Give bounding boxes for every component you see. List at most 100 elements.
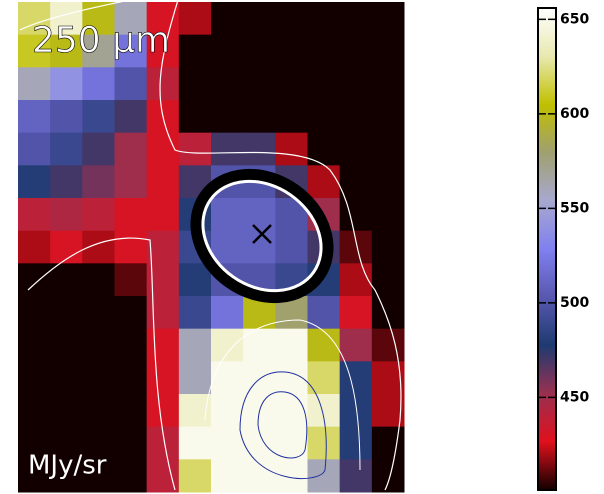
cell <box>114 361 148 395</box>
cell <box>114 263 148 297</box>
cell <box>371 165 405 199</box>
cell <box>371 394 405 428</box>
cell <box>114 2 148 36</box>
cell <box>275 34 308 68</box>
cell <box>339 198 373 232</box>
cell <box>307 361 341 395</box>
overlay <box>19 0 402 491</box>
colorbar-tick-label: 450 <box>560 389 589 405</box>
cell <box>371 2 405 36</box>
cell <box>371 296 405 330</box>
cell <box>307 165 341 199</box>
cell <box>18 198 51 232</box>
cell <box>146 394 180 428</box>
cell <box>307 100 341 134</box>
cell <box>146 132 180 166</box>
cell <box>178 328 212 362</box>
title: 250 μm <box>32 20 170 61</box>
cell <box>146 34 180 68</box>
cell <box>371 230 405 264</box>
cell <box>243 132 276 166</box>
cell <box>146 165 180 199</box>
cell <box>82 459 115 493</box>
cell <box>114 328 148 362</box>
cell <box>18 2 51 36</box>
cell <box>178 263 212 297</box>
cell <box>82 165 115 199</box>
colorbar-tick-label: 600 <box>560 106 589 122</box>
cell <box>339 394 373 428</box>
cell <box>243 67 276 101</box>
cell <box>211 426 244 460</box>
cell <box>339 230 373 264</box>
cell <box>114 230 148 264</box>
cell <box>275 459 308 493</box>
cell <box>371 263 405 297</box>
cell <box>371 132 405 166</box>
cell <box>211 34 244 68</box>
cell <box>146 2 180 36</box>
cell <box>18 296 51 330</box>
cell <box>50 296 83 330</box>
cell <box>18 132 51 166</box>
cell <box>211 2 244 36</box>
contour <box>159 0 402 491</box>
cell <box>82 100 115 134</box>
cell <box>18 100 51 134</box>
cell <box>339 132 373 166</box>
cell <box>114 100 148 134</box>
cell <box>82 67 115 101</box>
colorbar-tick-label: 650 <box>560 11 589 27</box>
cell <box>114 296 148 330</box>
cell <box>275 394 308 428</box>
cell <box>243 100 276 134</box>
cell <box>339 100 373 134</box>
cell <box>18 230 51 264</box>
cell <box>307 2 341 36</box>
cell <box>307 132 341 166</box>
cell <box>307 296 341 330</box>
cell <box>211 132 244 166</box>
cell <box>243 2 276 36</box>
cell <box>114 67 148 101</box>
cell <box>18 263 51 297</box>
cell <box>146 361 180 395</box>
center-cross <box>252 224 272 244</box>
cell <box>50 230 83 264</box>
cell <box>339 361 373 395</box>
cell <box>243 328 276 362</box>
cell <box>82 426 115 460</box>
cell <box>50 2 83 36</box>
cell <box>371 459 405 493</box>
cell <box>178 361 212 395</box>
cell <box>275 328 308 362</box>
cell <box>18 165 51 199</box>
cell <box>275 132 308 166</box>
cell <box>307 34 341 68</box>
colorbar-tick-label: 500 <box>560 295 589 311</box>
cell <box>82 2 115 36</box>
cell <box>339 2 373 36</box>
cell <box>146 198 180 232</box>
contour <box>204 319 361 471</box>
cell <box>178 34 212 68</box>
cell <box>307 67 341 101</box>
cell <box>275 2 308 36</box>
cell <box>339 426 373 460</box>
cell <box>82 296 115 330</box>
unit-label: MJy/sr <box>28 451 107 481</box>
cell <box>50 132 83 166</box>
cell <box>339 34 373 68</box>
cell <box>50 263 83 297</box>
cell <box>50 328 83 362</box>
cell <box>18 361 51 395</box>
cell <box>275 230 308 264</box>
cell <box>178 2 212 36</box>
cell <box>50 198 83 232</box>
cell <box>146 67 180 101</box>
cell <box>371 198 405 232</box>
cell <box>18 426 51 460</box>
cell <box>18 328 51 362</box>
aperture <box>190 168 334 304</box>
contour <box>19 0 131 31</box>
